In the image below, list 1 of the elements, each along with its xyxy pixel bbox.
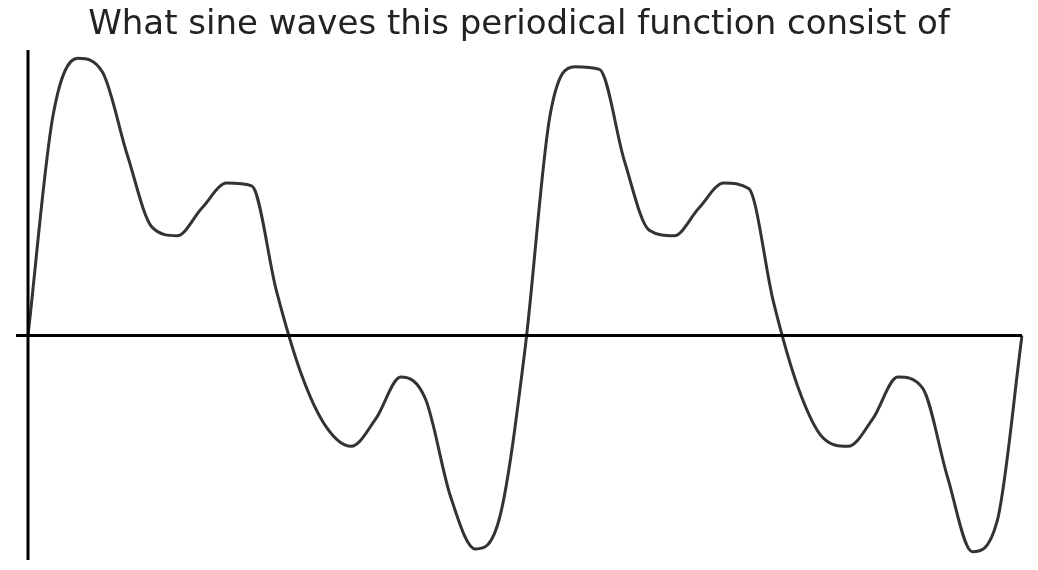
chart-title: What sine waves this periodical function consist of	[87, 1, 952, 44]
